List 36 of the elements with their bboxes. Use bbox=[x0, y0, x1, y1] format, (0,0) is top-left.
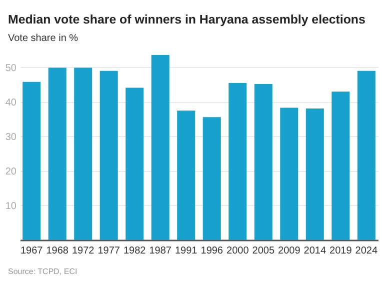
bar bbox=[151, 55, 170, 240]
x-tick-label: 1977 bbox=[98, 246, 120, 256]
y-tick-label: 20 bbox=[5, 166, 17, 178]
x-tick-label: 1996 bbox=[200, 246, 224, 256]
x-tick-label: 1982 bbox=[123, 246, 146, 256]
x-tick-label: 1991 bbox=[174, 246, 198, 256]
y-tick-label: 10 bbox=[5, 200, 17, 212]
x-tick-label: 1972 bbox=[72, 246, 95, 256]
y-tick-label: 30 bbox=[5, 132, 17, 143]
chart-title: Median vote share of winners in Haryana assembly elections bbox=[8, 12, 366, 27]
bar bbox=[254, 84, 272, 240]
chart-subtitle: Vote share in % bbox=[8, 33, 78, 44]
x-tick-label: 2024 bbox=[355, 246, 378, 256]
bar bbox=[100, 70, 118, 240]
y-tick-label: 40 bbox=[5, 97, 17, 108]
source-note: Source: TCPD, ECI bbox=[8, 267, 78, 276]
x-tick-label: 2009 bbox=[278, 246, 301, 256]
bar bbox=[126, 88, 144, 240]
bar bbox=[357, 70, 376, 240]
x-tick-label: 2014 bbox=[304, 246, 326, 256]
x-tick-label: 1987 bbox=[149, 246, 172, 256]
y-tick-label: 50 bbox=[5, 62, 17, 74]
bar bbox=[228, 82, 247, 240]
bar bbox=[22, 82, 41, 240]
bar bbox=[48, 68, 66, 240]
bar bbox=[306, 108, 324, 240]
x-tick-label: 2000 bbox=[226, 246, 250, 256]
bar bbox=[202, 117, 221, 240]
x-tick-label: 1967 bbox=[20, 246, 44, 256]
x-tick-label: 2019 bbox=[330, 246, 352, 256]
bar bbox=[332, 92, 350, 240]
bar bbox=[280, 108, 298, 240]
bar bbox=[177, 110, 196, 240]
x-tick-label: 2005 bbox=[252, 246, 275, 256]
x-tick-label: 1968 bbox=[46, 246, 69, 256]
bar bbox=[74, 68, 92, 240]
